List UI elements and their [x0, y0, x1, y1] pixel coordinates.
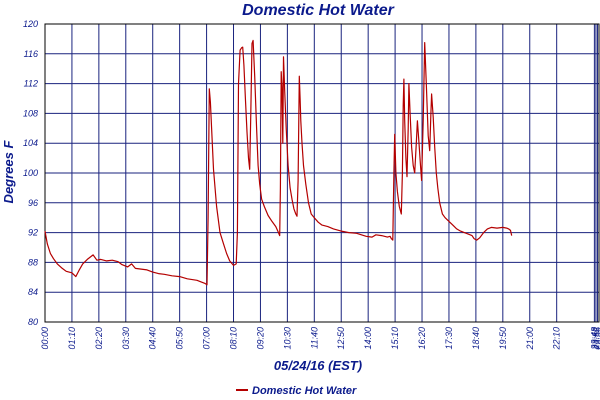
- x-tick-label: 04:40: [148, 327, 158, 350]
- x-axis-label: 05/24/16 (EST): [274, 358, 362, 373]
- legend: Domestic Hot Water: [236, 385, 357, 397]
- x-tick-label: 19:50: [498, 327, 508, 350]
- x-tick-label: 00:00: [40, 327, 50, 350]
- x-tick-label: 16:20: [417, 327, 427, 350]
- y-tick-label: 96: [28, 198, 38, 208]
- x-tick-label: 14:00: [363, 327, 373, 350]
- x-tick-label: 01:10: [67, 327, 77, 350]
- x-tick-label: 17:30: [444, 327, 454, 350]
- chart-grid: [44, 23, 599, 323]
- y-tick-label: 80: [28, 317, 38, 327]
- x-tick-label: 23:52: [591, 327, 600, 351]
- y-tick-label: 116: [24, 49, 38, 59]
- y-tick-label: 104: [23, 138, 38, 148]
- y-tick-label: 100: [23, 168, 38, 178]
- chart-title: Domestic Hot Water: [242, 2, 395, 19]
- legend-label: Domestic Hot Water: [252, 385, 357, 397]
- y-tick-label: 84: [28, 287, 38, 297]
- y-axis-ticks: 80 84 88 92 96 100 104 108 112 116 120: [23, 19, 38, 327]
- x-tick-label: 10:30: [282, 327, 292, 350]
- y-tick-label: 120: [23, 19, 38, 29]
- series-line-domestic-hot-water: [44, 39, 513, 286]
- y-tick-label: 108: [23, 108, 38, 118]
- x-tick-label: 15:10: [390, 327, 400, 350]
- x-tick-label: 12:50: [336, 327, 346, 350]
- x-tick-label: 08:10: [229, 327, 239, 350]
- y-tick-label: 112: [24, 79, 38, 89]
- chart-series: [44, 39, 513, 286]
- x-tick-label: 23:56: [592, 327, 600, 351]
- x-tick-label: 21:00: [525, 327, 535, 351]
- x-tick-label: 11:40: [309, 327, 319, 349]
- x-tick-label: 05:50: [175, 327, 185, 350]
- x-axis-ticks: 00:00 01:10 02:20 03:30 04:40 05:50 07:00 08:10…: [40, 327, 600, 351]
- y-axis-label: Degrees F: [1, 140, 16, 204]
- plot-area-frame: [44, 23, 600, 323]
- x-tick-label: 22:10: [552, 327, 562, 351]
- x-tick-label: 07:00: [202, 327, 212, 350]
- x-tick-label: 09:20: [255, 327, 265, 350]
- x-tick-label: 03:30: [121, 327, 131, 350]
- x-tick-label: 18:40: [471, 327, 481, 350]
- x-tick-label: 02:20: [94, 327, 104, 350]
- y-tick-label: 88: [28, 257, 38, 267]
- y-tick-label: 92: [28, 228, 38, 238]
- x-tick-label: 23:48: [589, 327, 599, 351]
